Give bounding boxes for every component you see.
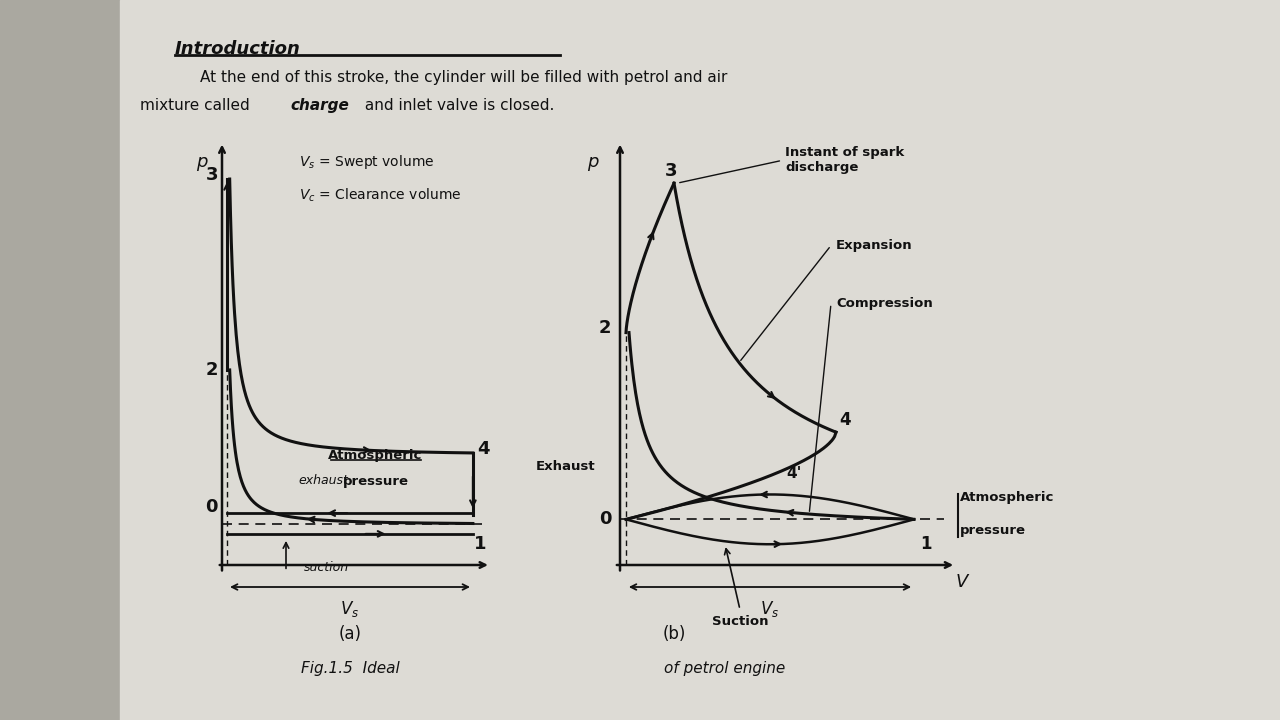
Text: Fig.1.5  Ideal: Fig.1.5 Ideal xyxy=(301,660,399,675)
Text: 1: 1 xyxy=(920,535,932,553)
Text: $V_s$ = Swept volume: $V_s$ = Swept volume xyxy=(298,153,434,171)
Text: 4: 4 xyxy=(477,440,489,458)
Text: Compression: Compression xyxy=(836,297,933,310)
Text: 4: 4 xyxy=(840,410,851,428)
Text: At the end of this stroke, the cylinder will be filled with petrol and air: At the end of this stroke, the cylinder … xyxy=(200,70,727,85)
Text: pressure: pressure xyxy=(960,524,1027,537)
Text: of petrol engine: of petrol engine xyxy=(664,660,786,675)
Text: p: p xyxy=(588,153,599,171)
Text: pressure: pressure xyxy=(343,474,408,487)
Text: 2: 2 xyxy=(206,361,218,379)
Text: (a): (a) xyxy=(338,625,361,643)
Text: 0: 0 xyxy=(206,498,218,516)
Text: 0: 0 xyxy=(599,510,612,528)
Text: suction: suction xyxy=(303,561,349,575)
Text: p: p xyxy=(196,153,207,171)
Text: mixture called: mixture called xyxy=(140,98,255,113)
Text: (b): (b) xyxy=(662,625,686,643)
Text: Exhaust: Exhaust xyxy=(536,459,595,472)
Text: V: V xyxy=(956,572,968,590)
Text: exhaust: exhaust xyxy=(298,474,348,487)
Text: Suction: Suction xyxy=(712,615,768,628)
Text: charge: charge xyxy=(291,98,349,113)
Bar xyxy=(0,0,120,720)
Text: 3: 3 xyxy=(664,162,677,180)
Text: $V_s$: $V_s$ xyxy=(760,599,780,619)
Text: 1: 1 xyxy=(475,535,486,553)
Text: 3: 3 xyxy=(206,166,218,184)
Text: 2: 2 xyxy=(599,320,612,338)
Text: $V_s$: $V_s$ xyxy=(340,599,360,619)
Text: Atmospheric: Atmospheric xyxy=(329,449,422,462)
Text: 4': 4' xyxy=(786,467,801,481)
Text: Instant of spark
discharge: Instant of spark discharge xyxy=(680,145,904,183)
Text: and inlet valve is closed.: and inlet valve is closed. xyxy=(360,98,554,113)
Text: Introduction: Introduction xyxy=(175,40,301,58)
Text: Atmospheric: Atmospheric xyxy=(960,491,1055,504)
Text: Expansion: Expansion xyxy=(836,239,913,252)
Text: $V_c$ = Clearance volume: $V_c$ = Clearance volume xyxy=(298,187,461,204)
